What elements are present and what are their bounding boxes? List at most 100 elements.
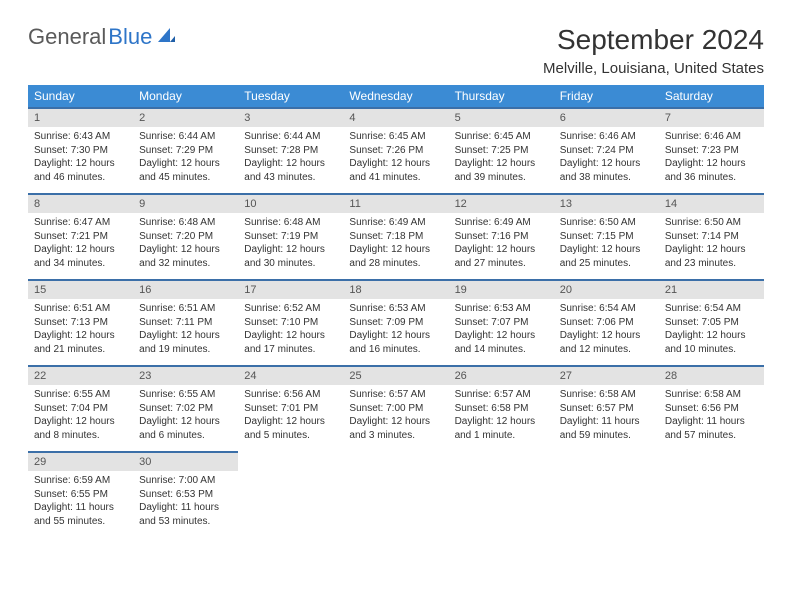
day-number: 18	[343, 281, 448, 299]
sunset-line: Sunset: 7:26 PM	[349, 144, 442, 158]
daylight-line: Daylight: 12 hours	[455, 329, 548, 343]
daylight-line: and 38 minutes.	[560, 171, 653, 185]
day-cell: 16Sunrise: 6:51 AMSunset: 7:11 PMDayligh…	[133, 280, 238, 366]
sunrise-line: Sunrise: 6:55 AM	[139, 388, 232, 402]
sunrise-line: Sunrise: 6:54 AM	[665, 302, 758, 316]
day-cell: 12Sunrise: 6:49 AMSunset: 7:16 PMDayligh…	[449, 194, 554, 280]
daylight-line: and 32 minutes.	[139, 257, 232, 271]
day-cell: 20Sunrise: 6:54 AMSunset: 7:06 PMDayligh…	[554, 280, 659, 366]
daylight-line: Daylight: 12 hours	[560, 243, 653, 257]
day-number: 9	[133, 195, 238, 213]
daylight-line: Daylight: 12 hours	[560, 329, 653, 343]
daylight-line: and 41 minutes.	[349, 171, 442, 185]
day-body: Sunrise: 6:49 AMSunset: 7:16 PMDaylight:…	[449, 213, 554, 276]
daylight-line: and 53 minutes.	[139, 515, 232, 529]
day-number: 16	[133, 281, 238, 299]
daylight-line: and 8 minutes.	[34, 429, 127, 443]
sunset-line: Sunset: 7:07 PM	[455, 316, 548, 330]
day-body: Sunrise: 6:50 AMSunset: 7:15 PMDaylight:…	[554, 213, 659, 276]
day-number: 21	[659, 281, 764, 299]
day-cell: 11Sunrise: 6:49 AMSunset: 7:18 PMDayligh…	[343, 194, 448, 280]
sunrise-line: Sunrise: 6:58 AM	[560, 388, 653, 402]
day-body: Sunrise: 6:49 AMSunset: 7:18 PMDaylight:…	[343, 213, 448, 276]
daylight-line: Daylight: 12 hours	[349, 329, 442, 343]
sunrise-line: Sunrise: 6:58 AM	[665, 388, 758, 402]
day-body: Sunrise: 6:50 AMSunset: 7:14 PMDaylight:…	[659, 213, 764, 276]
day-body: Sunrise: 6:52 AMSunset: 7:10 PMDaylight:…	[238, 299, 343, 362]
sunset-line: Sunset: 7:28 PM	[244, 144, 337, 158]
sunrise-line: Sunrise: 6:44 AM	[244, 130, 337, 144]
day-number: 10	[238, 195, 343, 213]
sunset-line: Sunset: 7:13 PM	[34, 316, 127, 330]
sunset-line: Sunset: 7:18 PM	[349, 230, 442, 244]
sunrise-line: Sunrise: 7:00 AM	[139, 474, 232, 488]
day-cell: 3Sunrise: 6:44 AMSunset: 7:28 PMDaylight…	[238, 108, 343, 194]
day-cell: 4Sunrise: 6:45 AMSunset: 7:26 PMDaylight…	[343, 108, 448, 194]
daylight-line: and 28 minutes.	[349, 257, 442, 271]
day-body: Sunrise: 6:55 AMSunset: 7:04 PMDaylight:…	[28, 385, 133, 448]
day-number: 25	[343, 367, 448, 385]
day-body: Sunrise: 6:53 AMSunset: 7:07 PMDaylight:…	[449, 299, 554, 362]
day-number: 20	[554, 281, 659, 299]
day-cell: 2Sunrise: 6:44 AMSunset: 7:29 PMDaylight…	[133, 108, 238, 194]
daylight-line: Daylight: 12 hours	[665, 243, 758, 257]
sunrise-line: Sunrise: 6:50 AM	[665, 216, 758, 230]
sunrise-line: Sunrise: 6:52 AM	[244, 302, 337, 316]
day-cell: 15Sunrise: 6:51 AMSunset: 7:13 PMDayligh…	[28, 280, 133, 366]
day-cell	[343, 452, 448, 538]
sunrise-line: Sunrise: 6:49 AM	[349, 216, 442, 230]
sunrise-line: Sunrise: 6:43 AM	[34, 130, 127, 144]
daylight-line: Daylight: 12 hours	[34, 157, 127, 171]
day-cell: 10Sunrise: 6:48 AMSunset: 7:19 PMDayligh…	[238, 194, 343, 280]
sunrise-line: Sunrise: 6:53 AM	[349, 302, 442, 316]
day-body: Sunrise: 6:45 AMSunset: 7:25 PMDaylight:…	[449, 127, 554, 190]
sunset-line: Sunset: 6:53 PM	[139, 488, 232, 502]
day-number: 2	[133, 109, 238, 127]
day-body: Sunrise: 6:48 AMSunset: 7:20 PMDaylight:…	[133, 213, 238, 276]
sunrise-line: Sunrise: 6:49 AM	[455, 216, 548, 230]
sunset-line: Sunset: 7:14 PM	[665, 230, 758, 244]
daylight-line: Daylight: 11 hours	[560, 415, 653, 429]
weekday-header: Wednesday	[343, 85, 448, 108]
daylight-line: and 1 minute.	[455, 429, 548, 443]
day-body: Sunrise: 6:51 AMSunset: 7:11 PMDaylight:…	[133, 299, 238, 362]
day-body: Sunrise: 6:43 AMSunset: 7:30 PMDaylight:…	[28, 127, 133, 190]
day-number: 19	[449, 281, 554, 299]
sunrise-line: Sunrise: 6:56 AM	[244, 388, 337, 402]
daylight-line: Daylight: 12 hours	[349, 415, 442, 429]
daylight-line: and 55 minutes.	[34, 515, 127, 529]
sunset-line: Sunset: 7:29 PM	[139, 144, 232, 158]
weekday-header: Saturday	[659, 85, 764, 108]
day-number: 4	[343, 109, 448, 127]
day-cell	[554, 452, 659, 538]
day-body: Sunrise: 6:48 AMSunset: 7:19 PMDaylight:…	[238, 213, 343, 276]
day-body: Sunrise: 6:44 AMSunset: 7:29 PMDaylight:…	[133, 127, 238, 190]
day-cell	[659, 452, 764, 538]
day-body: Sunrise: 6:46 AMSunset: 7:23 PMDaylight:…	[659, 127, 764, 190]
day-number: 27	[554, 367, 659, 385]
day-cell	[238, 452, 343, 538]
daylight-line: Daylight: 11 hours	[139, 501, 232, 515]
daylight-line: and 59 minutes.	[560, 429, 653, 443]
weekday-header: Friday	[554, 85, 659, 108]
day-cell: 24Sunrise: 6:56 AMSunset: 7:01 PMDayligh…	[238, 366, 343, 452]
daylight-line: Daylight: 12 hours	[349, 243, 442, 257]
daylight-line: Daylight: 12 hours	[34, 329, 127, 343]
day-body: Sunrise: 6:57 AMSunset: 6:58 PMDaylight:…	[449, 385, 554, 448]
weekday-header-row: Sunday Monday Tuesday Wednesday Thursday…	[28, 85, 764, 108]
day-body: Sunrise: 6:45 AMSunset: 7:26 PMDaylight:…	[343, 127, 448, 190]
sunrise-line: Sunrise: 6:48 AM	[139, 216, 232, 230]
sunset-line: Sunset: 7:20 PM	[139, 230, 232, 244]
weekday-header: Tuesday	[238, 85, 343, 108]
sunset-line: Sunset: 7:16 PM	[455, 230, 548, 244]
sunrise-line: Sunrise: 6:45 AM	[455, 130, 548, 144]
daylight-line: and 5 minutes.	[244, 429, 337, 443]
day-body: Sunrise: 6:51 AMSunset: 7:13 PMDaylight:…	[28, 299, 133, 362]
sunrise-line: Sunrise: 6:47 AM	[34, 216, 127, 230]
day-body: Sunrise: 6:58 AMSunset: 6:56 PMDaylight:…	[659, 385, 764, 448]
day-number: 23	[133, 367, 238, 385]
day-number: 14	[659, 195, 764, 213]
day-number: 30	[133, 453, 238, 471]
header: GeneralBlue September 2024 Melville, Lou…	[28, 24, 764, 77]
daylight-line: Daylight: 12 hours	[244, 243, 337, 257]
